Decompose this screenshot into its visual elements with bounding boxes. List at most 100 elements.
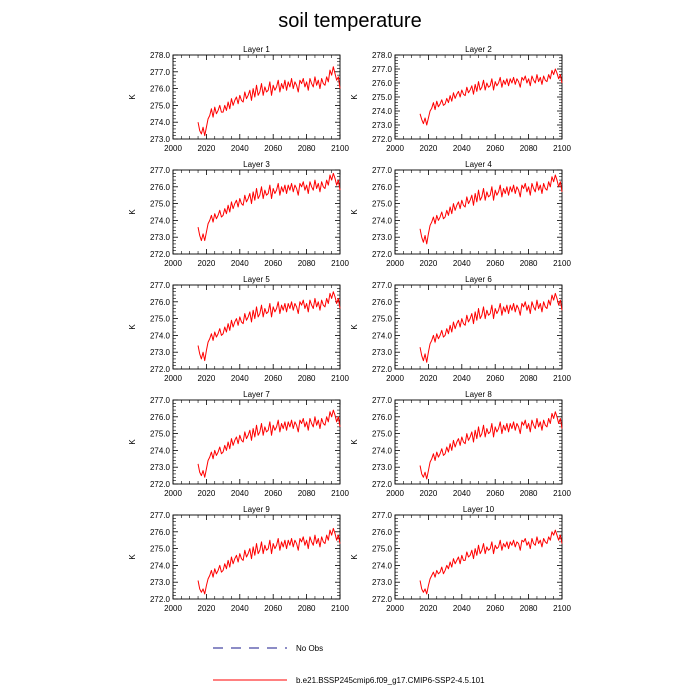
- y-tick-label: 275.0: [150, 101, 171, 110]
- y-tick-label: 274.0: [150, 446, 171, 455]
- x-tick-label: 2100: [553, 489, 571, 498]
- y-tick-label: 274.0: [150, 118, 171, 127]
- x-tick-label: 2040: [453, 489, 471, 498]
- x-tick-label: 2080: [520, 144, 538, 153]
- x-tick-label: 2020: [420, 144, 438, 153]
- y-axis-label: K: [128, 209, 137, 215]
- panel-8: Layer 8 K 272.0 273.0 274.0 275.0 276.0 277.0 20…: [350, 390, 571, 498]
- series-line-layer-8: [419, 411, 563, 480]
- x-tick-label: 2040: [231, 374, 249, 383]
- x-tick-label: 2060: [486, 259, 504, 268]
- panel-title: Layer 10: [463, 505, 495, 514]
- y-tick-label: 276.0: [150, 413, 171, 422]
- x-tick-label: 2040: [453, 144, 471, 153]
- x-tick-label: 2080: [520, 489, 538, 498]
- x-tick-label: 2080: [520, 604, 538, 613]
- panel-title: Layer 1: [243, 45, 270, 54]
- y-axis-label: K: [350, 324, 359, 330]
- x-tick-label: 2060: [486, 144, 504, 153]
- x-tick-label: 2020: [198, 259, 216, 268]
- y-axis-label: K: [350, 209, 359, 215]
- legend-label-no-obs: No Obs: [296, 644, 323, 653]
- x-tick-label: 2060: [486, 604, 504, 613]
- x-tick-label: 2000: [164, 489, 182, 498]
- y-tick-label: 276.0: [372, 413, 393, 422]
- x-tick-label: 2000: [164, 144, 182, 153]
- plot-frame: [394, 284, 563, 370]
- y-tick-label: 272.0: [372, 595, 393, 604]
- panel-title: Layer 6: [465, 275, 492, 284]
- x-tick-label: 2100: [331, 374, 349, 383]
- y-tick-label: 274.0: [150, 561, 171, 570]
- y-tick-label: 277.0: [150, 68, 171, 77]
- x-tick-label: 2020: [420, 259, 438, 268]
- y-tick-label: 276.0: [150, 298, 171, 307]
- x-tick-label: 2020: [420, 489, 438, 498]
- y-tick-label: 275.0: [150, 430, 171, 439]
- x-tick-label: 2000: [386, 259, 404, 268]
- y-tick-label: 278.0: [372, 51, 393, 60]
- y-tick-label: 276.0: [150, 528, 171, 537]
- x-tick-label: 2100: [331, 489, 349, 498]
- panel-title: Layer 7: [243, 390, 270, 399]
- y-tick-label: 272.0: [372, 365, 393, 374]
- y-tick-label: 275.0: [372, 200, 393, 209]
- panel-3: Layer 3 K 272.0 273.0 274.0 275.0 276.0 277.0 20…: [128, 160, 349, 268]
- y-tick-label: 272.0: [372, 135, 393, 144]
- series-line-layer-6: [419, 292, 563, 363]
- plot-frame: [394, 399, 563, 485]
- y-tick-label: 277.0: [150, 396, 171, 405]
- y-tick-label: 276.0: [150, 183, 171, 192]
- x-tick-label: 2020: [420, 374, 438, 383]
- panel-title: Layer 5: [243, 275, 270, 284]
- x-tick-label: 2080: [298, 144, 316, 153]
- y-tick-label: 272.0: [372, 480, 393, 489]
- x-tick-label: 2040: [453, 259, 471, 268]
- x-tick-label: 2080: [298, 604, 316, 613]
- panel-title: Layer 3: [243, 160, 270, 169]
- series-line-layer-2: [419, 68, 563, 126]
- x-tick-label: 2040: [231, 604, 249, 613]
- plot-frame: [172, 284, 341, 370]
- y-tick-label: 277.0: [372, 511, 393, 520]
- x-tick-label: 2080: [298, 374, 316, 383]
- y-tick-label: 276.0: [372, 183, 393, 192]
- legend: No Obs b.e21.BSSP245cmip6.f09_g17.CMIP6-S…: [213, 644, 485, 685]
- x-tick-label: 2060: [264, 604, 282, 613]
- y-tick-label: 277.0: [150, 281, 171, 290]
- y-tick-label: 275.0: [372, 430, 393, 439]
- x-tick-label: 2000: [386, 489, 404, 498]
- panels-grid: Layer 1 K 273.0 274.0 275.0 276.0 277.0 278.0 20…: [128, 45, 571, 613]
- panel-9: Layer 9 K 272.0 273.0 274.0 275.0 276.0 277.0 20…: [128, 505, 349, 613]
- y-tick-label: 274.0: [150, 331, 171, 340]
- x-tick-label: 2100: [331, 604, 349, 613]
- y-tick-label: 272.0: [150, 250, 171, 259]
- series-line-layer-5: [197, 291, 341, 362]
- x-tick-label: 2060: [264, 374, 282, 383]
- y-tick-label: 275.0: [372, 315, 393, 324]
- x-tick-label: 2100: [553, 259, 571, 268]
- x-tick-label: 2000: [164, 604, 182, 613]
- y-axis-label: K: [350, 94, 359, 100]
- y-axis-label: K: [350, 439, 359, 445]
- y-tick-label: 277.0: [150, 511, 171, 520]
- panel-4: Layer 4 K 272.0 273.0 274.0 275.0 276.0 277.0 20…: [350, 160, 571, 268]
- y-tick-label: 276.0: [372, 298, 393, 307]
- y-tick-label: 273.0: [372, 233, 393, 242]
- y-tick-label: 276.0: [150, 85, 171, 94]
- y-tick-label: 273.0: [372, 121, 393, 130]
- y-axis-label: K: [350, 554, 359, 560]
- panel-title: Layer 2: [465, 45, 492, 54]
- plot-frame: [394, 514, 563, 600]
- x-tick-label: 2020: [198, 374, 216, 383]
- panel-title: Layer 4: [465, 160, 492, 169]
- series-line-layer-10: [419, 529, 563, 595]
- panel-title: Layer 9: [243, 505, 270, 514]
- x-tick-label: 2080: [520, 259, 538, 268]
- x-tick-label: 2020: [198, 489, 216, 498]
- y-tick-label: 276.0: [372, 528, 393, 537]
- x-tick-label: 2080: [298, 489, 316, 498]
- x-tick-label: 2100: [331, 259, 349, 268]
- plot-frame: [172, 514, 341, 600]
- series-line-layer-3: [197, 172, 341, 242]
